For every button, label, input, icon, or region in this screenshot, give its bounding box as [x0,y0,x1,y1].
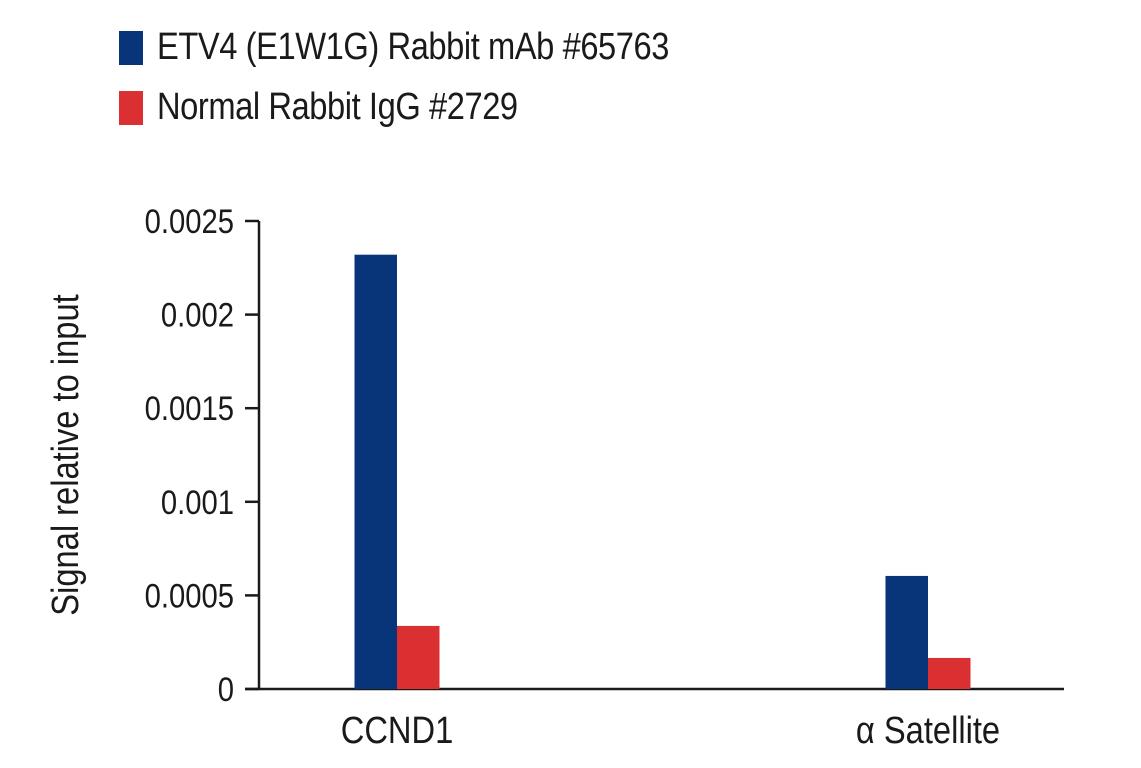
legend-item-etv4: ETV4 (E1W1G) Rabbit mAb #65763 [119,26,752,69]
y-tick-label: 0.0025 [145,202,234,241]
x-axis: CCND1 α Satellite [245,687,1064,752]
legend-swatch-etv4 [119,30,143,65]
y-tick-label: 0.002 [161,296,234,335]
bars [354,254,971,690]
y-tick-label: 0.0015 [145,389,234,428]
y-tick-label: 0.001 [161,483,234,522]
legend-label-etv4: ETV4 (E1W1G) Rabbit mAb #65763 [157,26,670,68]
y-axis: 0 0.0005 0.001 0.0015 0.002 0.0025 [145,202,261,709]
bar-igg [397,625,440,689]
legend-item-igg: Normal Rabbit IgG #2729 [119,86,576,129]
bar-igg [928,657,971,689]
x-category-label: α Satellite [856,709,1000,752]
legend-label-igg: Normal Rabbit IgG #2729 [157,86,518,128]
y-axis-label: Signal relative to input [44,294,87,616]
bar-etv4 [354,254,397,690]
y-tick-label: 0 [218,670,234,709]
y-tick-label: 0.0005 [145,576,234,615]
legend-swatch-igg [119,90,143,125]
bar-etv4 [885,575,928,689]
x-category-label: CCND1 [341,709,454,752]
